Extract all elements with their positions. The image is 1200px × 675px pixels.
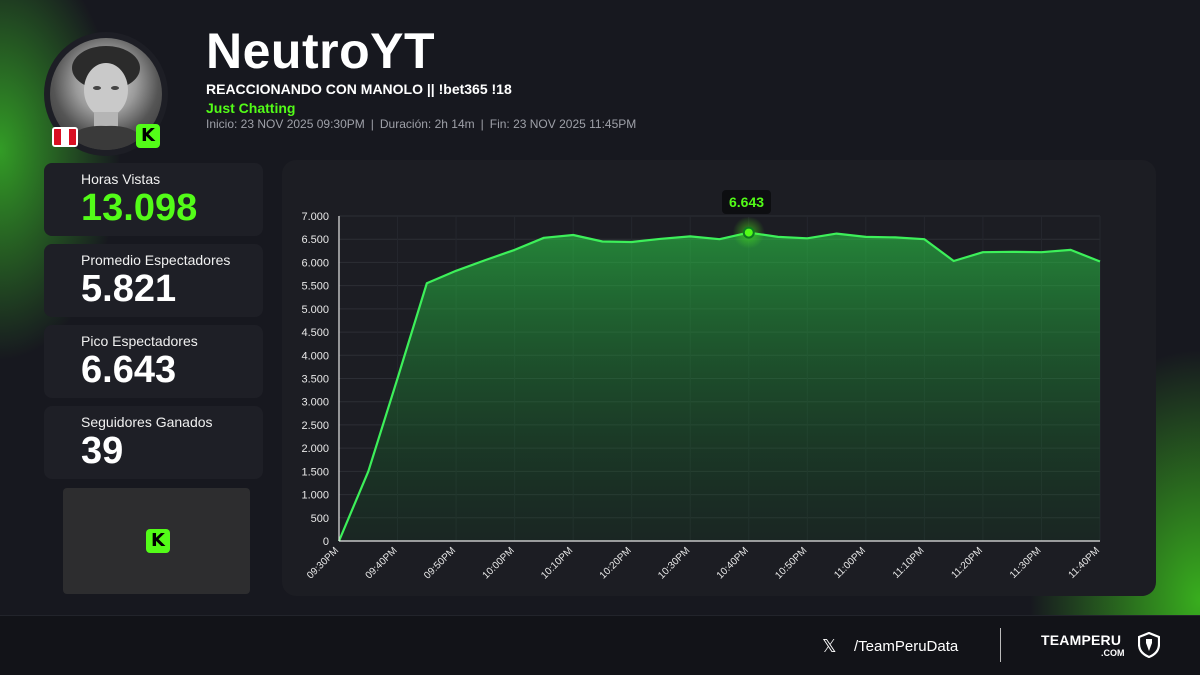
- platform-box: K: [63, 488, 250, 594]
- kick-icon: K: [136, 124, 160, 148]
- brand-logo-text: TEAMPERU: [1041, 632, 1122, 648]
- y-tick-label: 2.000: [301, 443, 329, 455]
- stat-label: Seguidores Ganados: [81, 414, 213, 430]
- stream-end: Fin: 23 NOV 2025 11:45PM: [489, 117, 637, 131]
- viewers-line: [337, 231, 1101, 542]
- peak-tooltip: 6.643: [722, 190, 772, 214]
- stat-value: 13.098: [81, 187, 198, 229]
- y-tick-label: 3.500: [301, 374, 329, 386]
- streamer-name: NeutroYT: [206, 23, 435, 79]
- footer-bar: [0, 615, 1200, 675]
- x-icon[interactable]: 𝕏: [822, 636, 837, 657]
- stream-start: Inicio: 23 NOV 2025 09:30PM: [206, 117, 365, 131]
- stat-card-peak-viewers: Pico Espectadores 6.643: [44, 325, 263, 398]
- meta-separator: |: [480, 117, 484, 131]
- stream-title: REACCIONANDO CON MANOLO || !bet365 !18: [206, 81, 512, 97]
- peak-marker[interactable]: [742, 226, 755, 239]
- x-axis-ticks: 09:30PM 09:40PM 09:50PM 10:00PM 10:10PM 10:20…: [305, 545, 1102, 581]
- y-tick-label: 500: [311, 513, 329, 525]
- stream-category: Just Chatting: [206, 100, 296, 116]
- x-tick-label: 11:10PM: [891, 545, 927, 581]
- y-tick-label: 6.000: [301, 257, 329, 269]
- footer-divider: [1000, 628, 1001, 662]
- stat-value: 6.643: [81, 349, 177, 391]
- viewers-area: [339, 232, 1100, 541]
- x-tick-label: 10:50PM: [773, 545, 809, 581]
- peru-flag-icon: [52, 127, 78, 147]
- x-tick-label: 09:40PM: [364, 545, 400, 581]
- y-tick-label: 2.500: [301, 420, 329, 432]
- kick-icon: K: [146, 529, 170, 553]
- stream-meta: Inicio: 23 NOV 2025 09:30PM | Duración: 2h…: [206, 117, 636, 131]
- stat-label: Pico Espectadores: [81, 333, 198, 349]
- stat-card-followers-gained: Seguidores Ganados 39: [44, 406, 263, 479]
- x-tick-label: 09:50PM: [422, 545, 458, 581]
- stat-label: Horas Vistas: [81, 171, 161, 187]
- y-tick-label: 6.500: [301, 234, 329, 246]
- x-tick-label: 11:30PM: [1008, 545, 1044, 581]
- social-handle[interactable]: /TeamPeruData: [854, 638, 959, 655]
- y-tick-label: 3.000: [301, 397, 329, 409]
- y-tick-label: 1.000: [301, 490, 329, 502]
- x-tick-label: 10:30PM: [656, 545, 692, 581]
- x-tick-label: 10:00PM: [481, 545, 517, 581]
- x-tick-label: 10:10PM: [539, 545, 575, 581]
- stat-value: 39: [81, 430, 124, 472]
- avatar-portrait-icon: [64, 46, 148, 150]
- meta-separator: |: [370, 117, 374, 131]
- x-tick-label: 10:20PM: [598, 545, 634, 581]
- x-tick-label: 11:20PM: [949, 545, 985, 581]
- brand-logo-domain: .COM: [1101, 648, 1125, 658]
- y-tick-label: 5.000: [301, 304, 329, 316]
- y-axis-ticks: 0 500 1.000 1.500 2.000 2.500 3.000 3.500 4.000 4…: [301, 211, 329, 548]
- x-tick-label: 11:40PM: [1067, 545, 1103, 581]
- stat-card-hours-watched: Horas Vistas 13.098: [44, 163, 263, 236]
- y-tick-label: 4.000: [301, 350, 329, 362]
- shield-logo-icon: [1138, 632, 1160, 658]
- y-tick-label: 0: [323, 536, 329, 548]
- y-tick-label: 1.500: [301, 466, 329, 478]
- y-tick-label: 4.500: [301, 327, 329, 339]
- stat-card-average-viewers: Promedio Espectadores 5.821: [44, 244, 263, 317]
- y-tick-label: 7.000: [301, 211, 329, 223]
- viewers-chart: 0 500 1.000 1.500 2.000 2.500 3.000 3.500 4.000 4…: [301, 211, 1102, 581]
- y-tick-label: 5.500: [301, 281, 329, 293]
- x-tick-label: 10:40PM: [715, 545, 751, 581]
- stat-label: Promedio Espectadores: [81, 252, 231, 268]
- stream-duration: Duración: 2h 14m: [379, 117, 475, 131]
- stat-value: 5.821: [81, 268, 177, 310]
- x-tick-label: 11:00PM: [832, 545, 868, 581]
- x-tick-label: 09:30PM: [305, 545, 341, 581]
